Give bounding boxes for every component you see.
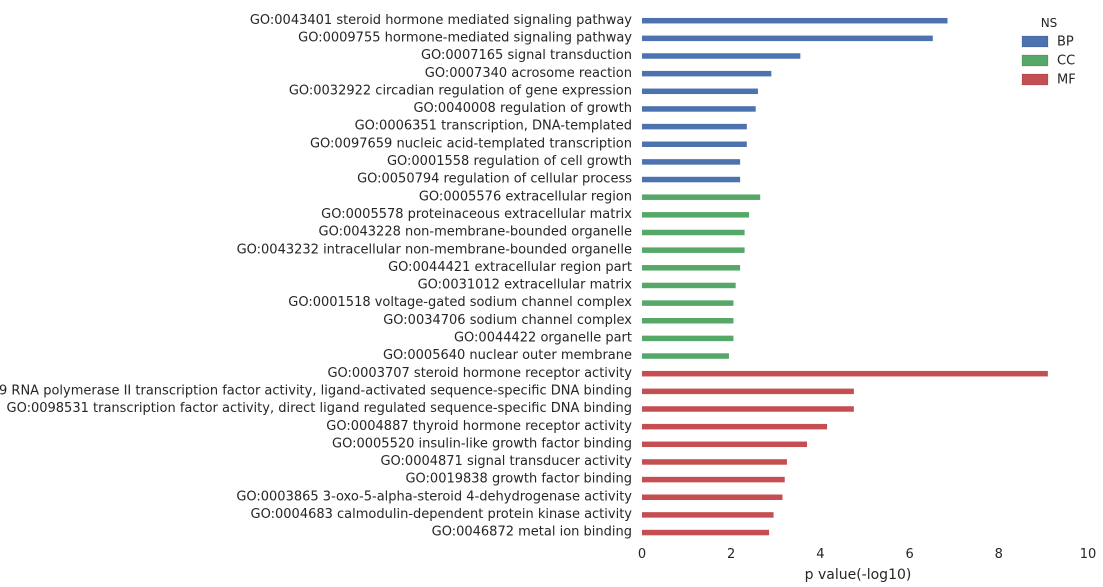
bar-bp [642, 159, 741, 165]
bar-bp [642, 176, 741, 183]
bar-group [642, 17, 1048, 536]
bar-bp [642, 17, 948, 24]
bar-bp [642, 35, 933, 42]
category-label: GO:0005576 extracellular region [419, 189, 632, 204]
x-tick-label: 6 [905, 547, 913, 562]
bar-bp [642, 88, 758, 95]
bar-mf [642, 423, 828, 430]
bar-cc [642, 265, 741, 271]
bar-cc [642, 335, 734, 342]
category-label: GO:0001518 voltage-gated sodium channel … [288, 295, 632, 310]
category-label: GO:0001558 regulation of cell growth [387, 154, 632, 169]
legend-label: BP [1057, 35, 1074, 50]
category-label: GO:0046872 metal ion binding [432, 525, 632, 540]
category-label: GO:0050794 regulation of cellular proces… [357, 172, 632, 187]
category-label: GO:0004879 RNA polymerase II transcripti… [0, 383, 632, 398]
category-label: GO:0034706 sodium channel complex [383, 313, 632, 328]
category-label: GO:0043401 steroid hormone mediated sign… [250, 13, 632, 28]
category-label: GO:0007165 signal transduction [421, 48, 632, 63]
category-label: GO:0004871 signal transducer activity [380, 454, 632, 469]
category-label: GO:0005578 proteinaceous extracellular m… [321, 207, 632, 222]
bar-mf [642, 441, 808, 448]
bar-mf [642, 476, 785, 483]
category-label: GO:0098531 transcription factor activity… [7, 401, 632, 416]
bar-mf [642, 459, 787, 465]
bar-cc [642, 353, 729, 359]
bar-cc [642, 229, 745, 236]
bar-bp [642, 70, 772, 77]
x-axis-label: p value(-log10) [805, 567, 912, 583]
category-label: GO:0040008 regulation of growth [413, 101, 632, 116]
bar-mf [642, 494, 783, 500]
category-label: GO:0004887 thyroid hormone receptor acti… [326, 419, 632, 434]
bar-bp [642, 53, 801, 59]
category-label: GO:0032922 circadian regulation of gene … [289, 83, 632, 98]
x-tick-label: 2 [727, 547, 735, 562]
legend-title: NS [1041, 16, 1058, 30]
bar-cc [642, 194, 761, 200]
bar-cc [642, 247, 745, 253]
bar-cc [642, 212, 750, 218]
x-tick-label: 0 [638, 547, 646, 562]
category-label: GO:0043232 intracellular non-membrane-bo… [237, 242, 632, 257]
category-label-group: GO:0043401 steroid hormone mediated sign… [0, 13, 632, 540]
category-label: GO:0005520 insulin-like growth factor bi… [332, 436, 632, 451]
category-label: GO:0003865 3-oxo-5-alpha-steroid 4-dehyd… [236, 489, 632, 504]
category-label: GO:0003707 steroid hormone receptor acti… [327, 366, 632, 381]
bar-cc [642, 318, 734, 324]
legend-label: CC [1057, 54, 1075, 69]
bar-mf [642, 512, 774, 518]
bar-bp [642, 123, 747, 130]
legend-swatch-cc [1021, 54, 1049, 67]
category-label: GO:0031012 extracellular matrix [418, 278, 633, 293]
legend: NS BP CC MF [1021, 16, 1076, 88]
category-label: GO:0006351 transcription, DNA-templated [355, 119, 632, 134]
x-tick-label: 10 [1080, 547, 1097, 562]
category-label: GO:0044421 extracellular region part [388, 260, 632, 275]
bar-bp [642, 141, 747, 147]
x-tick-label: 8 [995, 547, 1003, 562]
bar-mf [642, 529, 770, 536]
legend-entries: BP CC MF [1021, 35, 1076, 88]
x-tick-label: 4 [816, 547, 824, 562]
category-label: GO:0019838 growth factor binding [405, 472, 632, 487]
x-tick-group: 0 2 4 6 8 10 [638, 547, 1096, 562]
bar-cc [642, 282, 736, 289]
legend-swatch-mf [1021, 73, 1049, 86]
bar-mf [642, 370, 1048, 377]
category-label: GO:0005640 nuclear outer membrane [383, 348, 632, 363]
legend-swatch-bp [1021, 35, 1049, 48]
category-label: GO:0044422 organelle part [454, 331, 632, 346]
legend-label: MF [1057, 73, 1076, 88]
bar-mf [642, 406, 854, 412]
bar-bp [642, 106, 756, 112]
category-label: GO:0009755 hormone-mediated signaling pa… [298, 30, 632, 45]
category-label: GO:0004683 calmodulin-dependent protein … [251, 507, 633, 522]
bar-cc [642, 300, 734, 306]
category-label: GO:0043228 non-membrane-bounded organell… [319, 225, 633, 240]
category-label: GO:0007340 acrosome reaction [425, 66, 632, 81]
bar-mf [642, 388, 854, 395]
category-label: GO:0097659 nucleic acid-templated transc… [310, 136, 632, 151]
